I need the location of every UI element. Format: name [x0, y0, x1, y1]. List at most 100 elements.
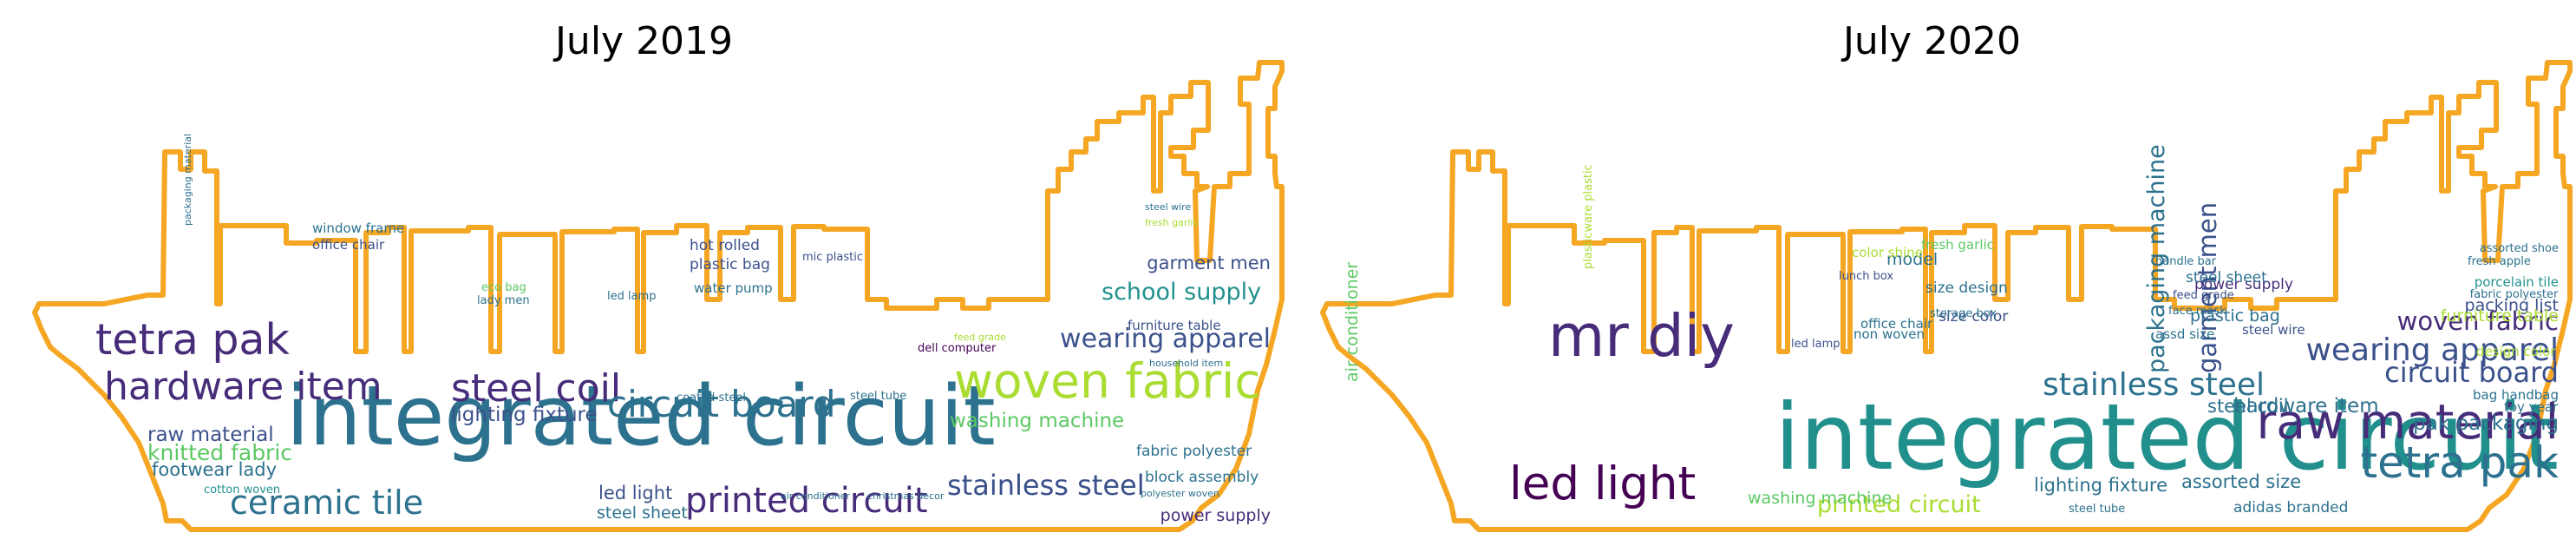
- cloud-word: steel wire: [2242, 322, 2305, 338]
- cloud-word: printed circuit: [685, 481, 928, 521]
- cloud-word: led light: [1509, 457, 1696, 510]
- cloud-word: school supply: [1102, 279, 1261, 306]
- cloud-word: non woven: [1854, 326, 1925, 342]
- cloud-word: color shine: [1852, 245, 1923, 260]
- cloud-word: raw material: [2257, 394, 2559, 450]
- cloud-word: handle bar: [2155, 255, 2217, 268]
- cloud-word: led lamp: [607, 290, 657, 303]
- cloud-word: water pump: [694, 280, 773, 296]
- cloud-word: polyester woven: [1141, 488, 1219, 499]
- cloud-word: assorted size: [2181, 471, 2301, 492]
- cloud-word: fresh apple: [2468, 255, 2531, 268]
- cloud-word: design color: [2476, 344, 2556, 359]
- cloud-word: power supply: [2194, 276, 2293, 293]
- cloud-word: led lamp: [1791, 338, 1840, 351]
- cloud-word: washing machine: [950, 410, 1124, 432]
- cloud-word: woven fabric: [2397, 306, 2559, 336]
- cloud-word: fabric polyester: [1136, 443, 1252, 460]
- cloud-word: hardware item: [104, 365, 382, 409]
- cloud-word: packing list: [2465, 296, 2559, 315]
- cloud-word: steel tube: [850, 390, 906, 403]
- cloud-word: hot rolled: [690, 237, 760, 254]
- cloud-word: coated steel: [677, 391, 746, 405]
- cloud-word: integrated circuit: [1775, 385, 2559, 490]
- cloud-word: plasticware plastic: [1582, 164, 1595, 269]
- cloud-word: raw material: [147, 424, 274, 446]
- cloud-word: plastic bag: [690, 256, 770, 273]
- cloud-word: steel coil: [2207, 396, 2289, 417]
- ship-outline: [32, 60, 1285, 532]
- cloud-word: knitted fabric: [147, 440, 292, 465]
- cloud-word: fresh garlic: [1921, 237, 1994, 253]
- cloud-word: cotton woven: [204, 484, 280, 497]
- cloud-word: office chair: [312, 237, 385, 253]
- cloud-word: assd size: [2155, 326, 2214, 342]
- cloud-word: face mask: [2168, 305, 2226, 318]
- cloud-word: porcelain tile: [2475, 274, 2559, 290]
- cloud-word: fresh garlic: [1145, 217, 1199, 228]
- cloud-word: mr diy: [1548, 302, 1735, 370]
- cloud-word: power supply: [1161, 506, 1271, 525]
- cloud-word: packaging machine: [2143, 144, 2170, 373]
- cloud-word: feed grade: [2173, 289, 2234, 302]
- cloud-word: window frame: [312, 220, 404, 236]
- cloud-word: model: [1886, 250, 1938, 269]
- cloud-word: block assembly: [1145, 469, 1259, 486]
- ship-wordcloud: integrated circuit mr diy raw material led …: [1320, 60, 2573, 532]
- cloud-word: toy year: [2504, 399, 2559, 415]
- cloud-word: washing machine: [1748, 489, 1892, 508]
- cloud-word: storage box: [1930, 307, 1997, 320]
- cloud-word: footwear lady: [152, 459, 277, 480]
- cloud-word: ceramic tile: [230, 484, 423, 522]
- cloud-word: tetra pak: [95, 315, 290, 365]
- cloud-word: stainless steel: [947, 469, 1145, 502]
- cloud-word: steel sheet: [597, 503, 688, 523]
- cloud-word: furniture table: [1128, 318, 1221, 333]
- cloud-word: garment men: [2193, 202, 2222, 373]
- panel-title: July 2020: [1842, 19, 2022, 63]
- wordcloud-panel-2019: July 2019 integrated circuit woven fabric…: [32, 19, 1285, 532]
- cloud-word: lighting fixture: [2034, 475, 2167, 496]
- cloud-word: air conditioner: [1343, 262, 1362, 382]
- cloud-word: adidas branded: [2233, 499, 2348, 516]
- cloud-word: stainless steel: [2043, 367, 2265, 403]
- cloud-word: dell computer: [918, 342, 997, 355]
- cloud-word: fabric polyester: [2470, 288, 2559, 301]
- cloud-word: garment men: [1147, 253, 1271, 273]
- panel-title: July 2019: [554, 19, 734, 63]
- cloud-word: bag handbag: [2473, 387, 2559, 403]
- cloud-word: hardware item: [2233, 395, 2379, 418]
- cloud-word: printed circuit: [1817, 491, 1981, 518]
- cloud-word: steel coil: [451, 366, 621, 411]
- cloud-word: size color: [1939, 308, 2008, 326]
- cloud-word: packaging material: [182, 134, 193, 226]
- cloud-word: woven fabric: [954, 353, 1260, 409]
- cloud-word: mic plastic: [802, 251, 863, 264]
- cloud-word: steel tube: [2069, 503, 2125, 516]
- cloud-word: wearing apparel: [2305, 332, 2559, 368]
- word-layer: integrated circuit mr diy raw material led …: [1343, 144, 2559, 518]
- cloud-word: integrated circuit: [286, 369, 996, 464]
- cloud-word: lighting fixture: [451, 404, 598, 426]
- cloud-word: size design: [1925, 280, 2008, 297]
- cloud-word: assorted shoe: [2480, 242, 2559, 255]
- cloud-word: air conditioner: [781, 490, 850, 502]
- cloud-word: eco bag: [481, 281, 526, 294]
- cloud-word: led light: [598, 483, 672, 503]
- cloud-word: plastic bag: [2190, 306, 2280, 326]
- cloud-word: feed grade: [954, 332, 1006, 343]
- cloud-word: pak packaging: [2413, 412, 2559, 435]
- cloud-word: office chair: [1860, 316, 1933, 332]
- cloud-word: furniture table: [2441, 306, 2559, 326]
- cloud-word: tetra pak: [2361, 437, 2559, 488]
- cloud-word: lunch box: [1839, 270, 1893, 283]
- cloud-word: circuit board: [607, 383, 836, 425]
- ship-outline: [1320, 60, 2573, 532]
- cloud-word: wearing apparel: [1060, 324, 1271, 354]
- cloud-word: steel wire: [1145, 201, 1191, 213]
- cloud-word: household item: [1149, 358, 1223, 369]
- cloud-word: lady men: [477, 294, 530, 307]
- cloud-word: steel sheet: [2186, 269, 2267, 286]
